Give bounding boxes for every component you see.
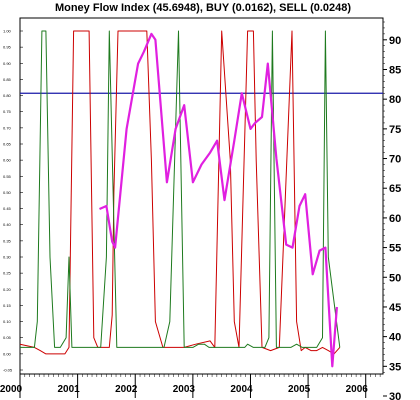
left-tick-label: 0.65 — [3, 142, 12, 147]
x-axis: 2000 2001 2002 2003 2004 2005 2006 — [0, 374, 381, 398]
left-tick-label: 0.60 — [3, 158, 12, 163]
right-tick-label: 30 — [389, 391, 401, 400]
buy-series-line — [20, 30, 341, 348]
right-tick-label: 65 — [389, 183, 401, 195]
right-tick-label: 45 — [389, 302, 401, 314]
left-tick-label: 0.85 — [3, 77, 12, 82]
left-tick-label: 0.50 — [3, 190, 12, 195]
right-tick-label: 90 — [389, 35, 401, 47]
left-tick-label: 0.70 — [3, 125, 12, 130]
left-tick-label: 0.25 — [3, 271, 12, 276]
right-tick-label: 70 — [389, 154, 401, 166]
chart-title: Money Flow Index (45.6948), BUY (0.0162)… — [55, 2, 351, 14]
right-axis: 90 85 80 75 70 65 60 55 50 45 40 35 30 — [383, 21, 401, 400]
left-tick-label: 0.00 — [3, 351, 12, 356]
left-tick-label: 0.35 — [3, 238, 12, 243]
right-tick-label: 60 — [389, 213, 401, 225]
left-tick-label: 0.05 — [3, 335, 12, 340]
x-tick-label: 2006 — [346, 384, 369, 395]
mfi-series-line — [99, 32, 338, 368]
x-tick-label: 2004 — [230, 384, 253, 395]
plot-frame — [19, 17, 384, 375]
left-tick-label: 0.10 — [3, 319, 12, 324]
left-tick-label: 1.00 — [3, 29, 12, 34]
left-tick-label: 0.75 — [3, 109, 12, 114]
right-tick-label: 50 — [389, 272, 401, 284]
right-tick-label: 85 — [389, 64, 401, 76]
right-tick-label: 75 — [389, 124, 401, 136]
left-tick-label: 0.15 — [3, 303, 12, 308]
x-tick-label: 2000 — [0, 384, 23, 395]
left-tick-label: 0.55 — [3, 174, 12, 179]
right-tick-label: 35 — [389, 361, 401, 373]
left-tick-label: 0.45 — [3, 206, 12, 211]
x-tick-label: 2002 — [115, 384, 138, 395]
left-tick-label: 0.20 — [3, 287, 12, 292]
x-tick-label: 2001 — [57, 384, 80, 395]
right-tick-label: 40 — [389, 332, 401, 344]
left-tick-label: 0.95 — [3, 45, 12, 50]
right-tick-label: 80 — [389, 94, 401, 106]
x-tick-label: 2005 — [288, 384, 311, 395]
left-tick-label: 0.90 — [3, 61, 12, 66]
left-tick-label: 0.30 — [3, 255, 12, 260]
sell-series-line — [19, 30, 341, 355]
series-group — [19, 30, 341, 368]
left-tick-label: 0.40 — [3, 222, 12, 227]
left-axis: 1.00 0.95 0.90 0.85 0.80 0.75 0.70 0.65 0.60 0.55… — [3, 29, 23, 373]
left-tick-label: 0.80 — [3, 93, 12, 98]
left-tick-label: -0.05 — [3, 368, 13, 373]
x-tick-label: 2003 — [173, 384, 196, 395]
right-tick-label: 55 — [389, 243, 401, 255]
